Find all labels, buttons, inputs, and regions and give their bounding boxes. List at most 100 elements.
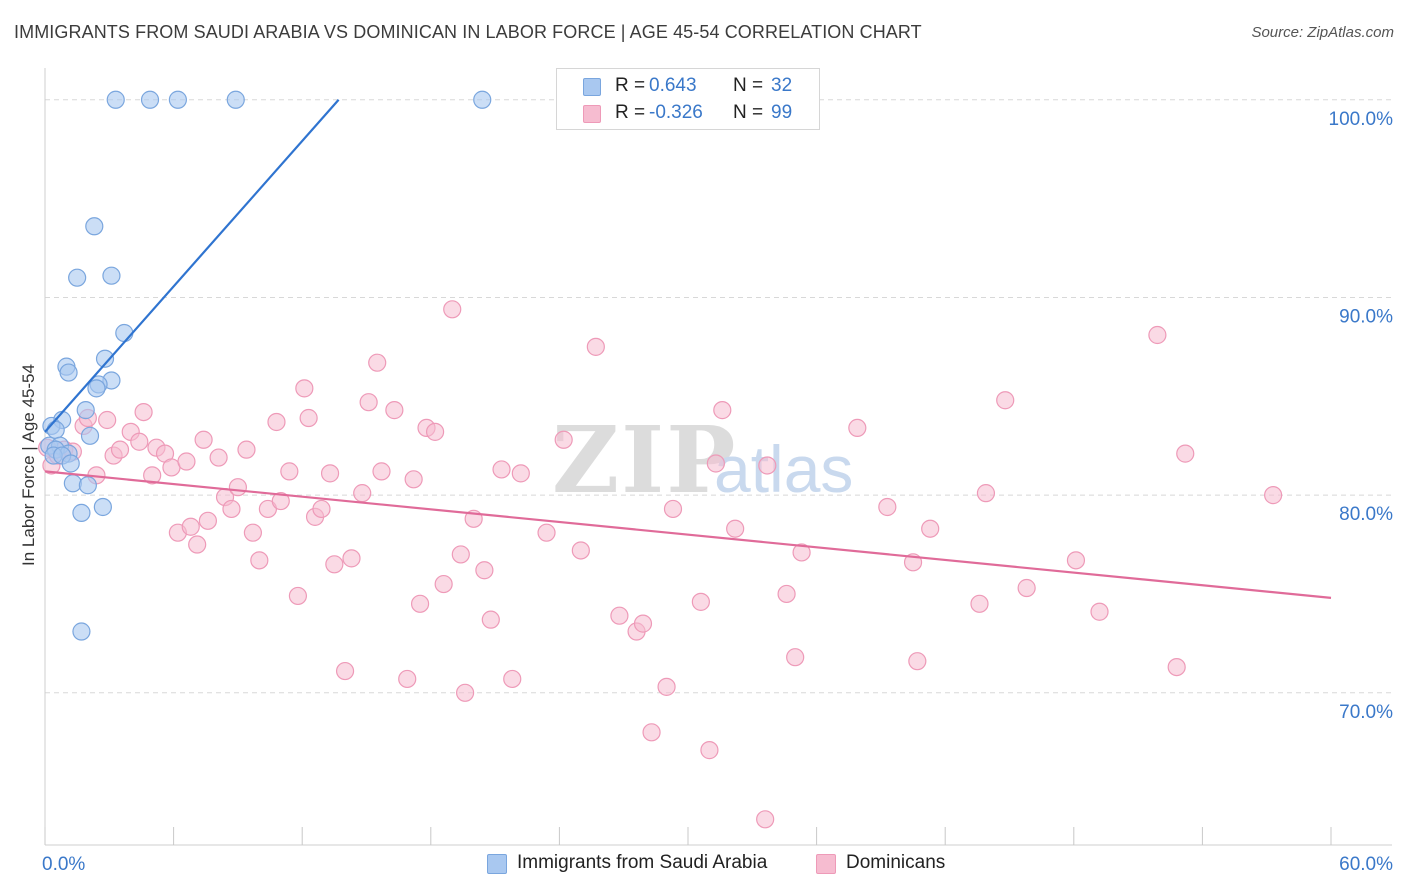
dominicans-point [372, 462, 391, 481]
dominicans-point [756, 810, 775, 829]
y-axis-label: In Labor Force | Age 45-54 [19, 364, 38, 566]
dominicans-point [481, 610, 500, 629]
dominicans-point [295, 379, 314, 398]
dominicans-point [368, 353, 387, 372]
dominicans-point [228, 478, 247, 497]
dominicans-point [878, 497, 897, 517]
dominicans-point [143, 466, 162, 485]
legend-r-value: 0.643 [649, 75, 697, 96]
legend-r-value: -0.326 [649, 102, 703, 123]
saudi-point [95, 349, 115, 368]
dominicans-point [642, 723, 661, 742]
dominicans-point [1066, 551, 1086, 570]
saudi-point [61, 454, 80, 473]
dominicans-point [475, 561, 494, 580]
dominicans-point [181, 517, 200, 536]
dominicans-point [434, 574, 453, 594]
dominicans-point [404, 470, 423, 489]
dominicans-point [571, 541, 590, 560]
dominicans-point [554, 430, 573, 449]
saudi-point [78, 476, 97, 495]
watermark-zip: ZIP [552, 406, 737, 514]
legend-n-label: N = [733, 75, 764, 96]
legend-n-value: 99 [771, 102, 793, 123]
dominicans-point [1176, 444, 1195, 463]
dominicans-point [425, 422, 445, 441]
saudi-point [102, 266, 121, 285]
dominicans-point [758, 456, 777, 475]
dominicans-point [1017, 578, 1036, 598]
grid-lines [45, 99, 1392, 694]
dominicans-point [786, 648, 805, 667]
tick-labels: 70.0% 80.0% 90.0% 100.0% 0.0% 60.0% [42, 109, 1393, 875]
dominicans-point [243, 523, 263, 542]
saudi-point [140, 90, 160, 109]
saudi-point [72, 622, 91, 641]
dominicans-point [663, 499, 683, 519]
trend-lines [44, 99, 1332, 600]
saudi-point [93, 497, 112, 517]
dominicans-point [299, 408, 318, 428]
saudi-point [59, 363, 78, 382]
dominicans-point [586, 337, 605, 356]
dominicans-point [267, 412, 286, 432]
bottom-legend-swatch-dominicans [816, 854, 836, 874]
saudi-point [80, 426, 100, 445]
dominicans-point [194, 430, 213, 449]
saudi-point [473, 90, 492, 109]
legend-swatch-saudi [583, 78, 601, 96]
dominicans-point [970, 594, 989, 613]
dominicans-point [177, 452, 196, 471]
dominicans-point [130, 432, 149, 451]
y-tick-label: 70.0% [1339, 702, 1393, 723]
saudi-point [87, 379, 106, 398]
dominicans-point [325, 555, 344, 574]
dominicans-point [455, 683, 475, 702]
dominicans-point [222, 499, 241, 519]
dominicans-point [98, 410, 117, 430]
dominicans-point [320, 464, 340, 483]
saudi-point [115, 323, 134, 343]
dominicans-point [996, 391, 1015, 410]
dominicans-point [976, 484, 996, 503]
x-tick-label: 0.0% [42, 854, 85, 875]
saudi-point [226, 90, 245, 109]
legend-n-label: N = [733, 102, 764, 123]
dominicans-point [1167, 657, 1186, 677]
saudi-point [46, 420, 65, 439]
legend-swatch-dominicans [583, 105, 601, 123]
dominicans-point [134, 402, 153, 422]
saudi-trend-line [44, 99, 340, 433]
dominicans-point [188, 535, 207, 554]
dominicans-point [342, 549, 361, 568]
saudi-point [76, 401, 95, 420]
chart-source: Source: ZipAtlas.com [1251, 24, 1394, 41]
dominicans-point [691, 592, 710, 611]
dominicans-point [713, 401, 732, 420]
dominicans-point [288, 586, 308, 606]
chart-title: IMMIGRANTS FROM SAUDI ARABIA VS DOMINICA… [14, 22, 922, 42]
dominicans-point [209, 448, 228, 467]
bottom-legend-swatch-saudi [487, 854, 507, 874]
watermark: ZIP atlas [552, 406, 853, 514]
dominicans-point [250, 551, 269, 570]
legend-r-label: R = [615, 75, 646, 96]
dominicans-point [492, 460, 511, 479]
y-tick-label: 100.0% [1329, 109, 1394, 130]
legend-n-value: 32 [771, 75, 793, 96]
dominicans-point [511, 464, 530, 483]
dominicans-point [451, 545, 470, 564]
dominicans-point [410, 594, 430, 613]
dominicans-point [1264, 486, 1283, 505]
dominicans-point [537, 523, 556, 542]
dominicans-point [726, 519, 745, 538]
dominicans-point [385, 401, 404, 420]
dominicans-point [848, 418, 867, 438]
x-tick-label: 60.0% [1339, 854, 1393, 875]
bottom-legend-label-saudi: Immigrants from Saudi Arabia [517, 852, 768, 873]
dominicans-points [38, 300, 1283, 829]
dominicans-point [908, 652, 927, 671]
dominicans-point [335, 661, 355, 681]
dominicans-point [777, 584, 796, 604]
